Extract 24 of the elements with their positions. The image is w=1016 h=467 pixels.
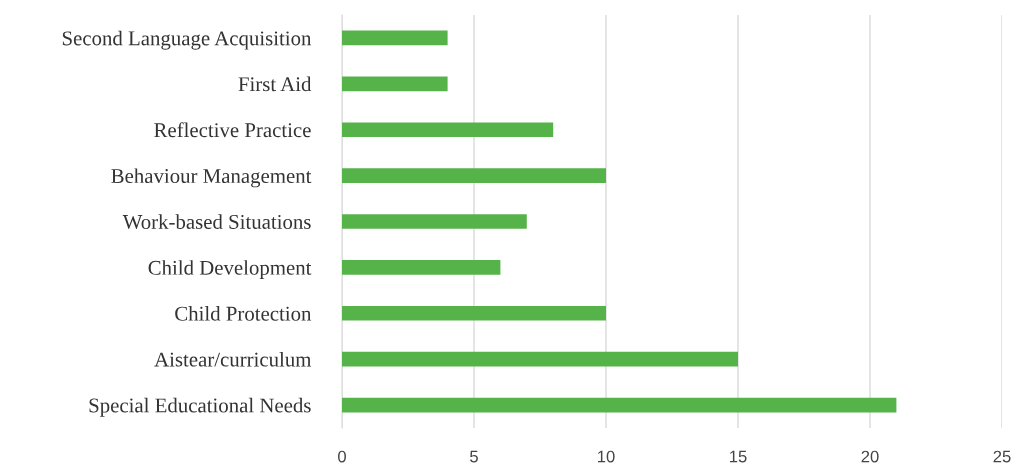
bar [342,305,606,321]
bar [342,214,527,229]
x-tick-label: 25 [993,450,1011,463]
y-tick-label: Child Protection [175,306,312,321]
x-tick-label: 20 [861,450,879,463]
bar [342,76,448,92]
y-tick-label: Child Development [148,260,312,280]
bar [342,30,448,46]
x-tick-label: 5 [470,450,478,463]
y-tick-label: Behaviour Management [111,168,312,188]
bar [342,351,738,367]
bar [342,168,606,183]
y-tick-label: Aistear/curriculum [154,351,312,367]
y-tick-label: Work-based Situations [122,214,311,230]
y-tick-label: First Aid [238,76,312,92]
x-tick-label: 10 [598,450,615,463]
x-tick-label: 0 [338,450,346,463]
bar [342,122,554,138]
y-tick-label: Reflective Practice [154,122,311,138]
bar [342,397,897,413]
y-tick-label: Special Educational Needs [89,397,311,417]
x-tick-label: 15 [730,450,747,463]
y-tick-label: Second Language Acquisition [62,30,312,50]
bar [342,260,501,275]
